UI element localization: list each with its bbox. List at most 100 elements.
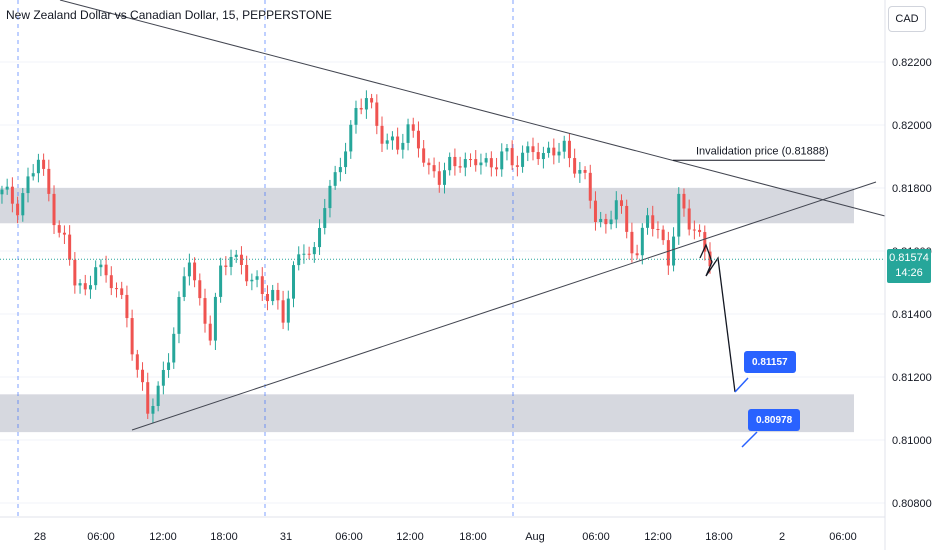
x-tick-label: 12:00 xyxy=(644,531,672,543)
candle-body xyxy=(208,323,212,341)
candle-body xyxy=(656,229,660,231)
candle-body xyxy=(666,240,670,266)
candle-body xyxy=(0,189,4,195)
candle-body xyxy=(682,193,686,209)
x-tick-label: 31 xyxy=(280,531,292,543)
candle-body xyxy=(99,264,103,268)
candle-body xyxy=(406,124,410,143)
candle-body xyxy=(213,296,217,341)
candle-body xyxy=(593,200,597,222)
candle-body xyxy=(57,225,61,233)
candle-body xyxy=(344,151,348,168)
candle-body xyxy=(536,152,540,160)
candle-body xyxy=(567,140,571,159)
candle-body xyxy=(385,140,389,144)
candle-body xyxy=(83,283,87,290)
target-pointer-1 xyxy=(734,377,749,393)
price-zones xyxy=(0,188,854,433)
target-callout-2[interactable]: 0.80978 xyxy=(748,409,801,431)
candle-body xyxy=(448,156,452,171)
currency-button[interactable]: CAD xyxy=(888,6,926,32)
descending-trendline[interactable] xyxy=(59,0,886,217)
candle-body xyxy=(411,124,415,131)
candle-body xyxy=(114,288,118,290)
candle-body xyxy=(463,159,467,168)
drawings[interactable]: Invalidation price (0.81888) xyxy=(0,0,886,448)
candle-body xyxy=(135,354,139,370)
candle-body xyxy=(73,259,77,286)
candle-body xyxy=(198,280,202,299)
candle-body xyxy=(672,236,676,266)
candle-body xyxy=(479,162,483,166)
candle-body xyxy=(239,254,243,265)
candle-body xyxy=(578,169,582,174)
projection-path[interactable] xyxy=(699,243,736,393)
candle-body xyxy=(416,130,420,149)
x-tick-label: 06:00 xyxy=(87,531,115,543)
candle-body xyxy=(484,158,488,163)
candle-body xyxy=(302,253,306,255)
candle-body xyxy=(557,151,561,156)
x-tick-label: Aug xyxy=(525,531,545,543)
candle-body xyxy=(333,172,337,186)
candle-body xyxy=(687,208,691,230)
target-callout-1[interactable]: 0.81157 xyxy=(744,351,796,373)
candle-body xyxy=(651,215,655,230)
candle-body xyxy=(120,288,124,295)
candle-body xyxy=(297,254,301,266)
last-price-badge: 0.81574 14:26 xyxy=(887,249,931,283)
candle-body xyxy=(661,229,665,241)
target-pointer-2 xyxy=(741,431,758,448)
x-tick-label: 18:00 xyxy=(459,531,487,543)
candle-body xyxy=(541,153,545,160)
candle-body xyxy=(161,369,165,386)
candle-body xyxy=(469,159,473,161)
candle-body xyxy=(364,98,368,110)
candle-body xyxy=(307,253,311,255)
candle-body xyxy=(510,148,514,166)
candle-body xyxy=(640,227,644,256)
candle-body xyxy=(62,232,66,235)
candle-body xyxy=(338,167,342,173)
candle-body xyxy=(130,318,134,355)
candle-body xyxy=(375,102,379,126)
candle-body xyxy=(390,136,394,141)
candle-body xyxy=(500,151,504,170)
x-tick-label: 06:00 xyxy=(335,531,363,543)
resistance-zone xyxy=(0,188,854,224)
candle-body xyxy=(552,147,556,156)
candle-body xyxy=(172,333,176,363)
candle-body xyxy=(583,169,587,173)
candle-body xyxy=(599,218,603,222)
candle-body xyxy=(276,289,280,301)
candle-body xyxy=(5,186,9,190)
y-tick-label: 0.82200 xyxy=(892,57,932,69)
candle-body xyxy=(531,146,535,153)
candle-body xyxy=(635,253,639,256)
candle-body xyxy=(573,158,577,174)
candle-body xyxy=(229,256,233,267)
candle-body xyxy=(349,124,353,152)
candle-body xyxy=(458,166,462,168)
y-tick-label: 0.82000 xyxy=(892,120,932,132)
x-tick-label: 18:00 xyxy=(210,531,238,543)
candle-body xyxy=(219,265,223,297)
y-tick-label: 0.81400 xyxy=(892,309,932,321)
candle-body xyxy=(318,227,322,248)
candle-body xyxy=(68,234,72,260)
candle-body xyxy=(401,142,405,150)
candle-body xyxy=(521,152,525,167)
candle-body xyxy=(141,369,145,383)
x-tick-label: 12:00 xyxy=(149,531,177,543)
candle-body xyxy=(427,162,431,166)
candle-body xyxy=(245,264,249,282)
last-price: 0.81574 xyxy=(889,252,929,264)
x-tick-label: 06:00 xyxy=(829,531,857,543)
candle-body xyxy=(614,200,618,220)
candles xyxy=(0,90,712,424)
x-tick-label: 06:00 xyxy=(582,531,610,543)
candle-body xyxy=(177,296,181,334)
candle-body xyxy=(453,156,457,167)
ascending-trendline[interactable] xyxy=(131,181,877,431)
